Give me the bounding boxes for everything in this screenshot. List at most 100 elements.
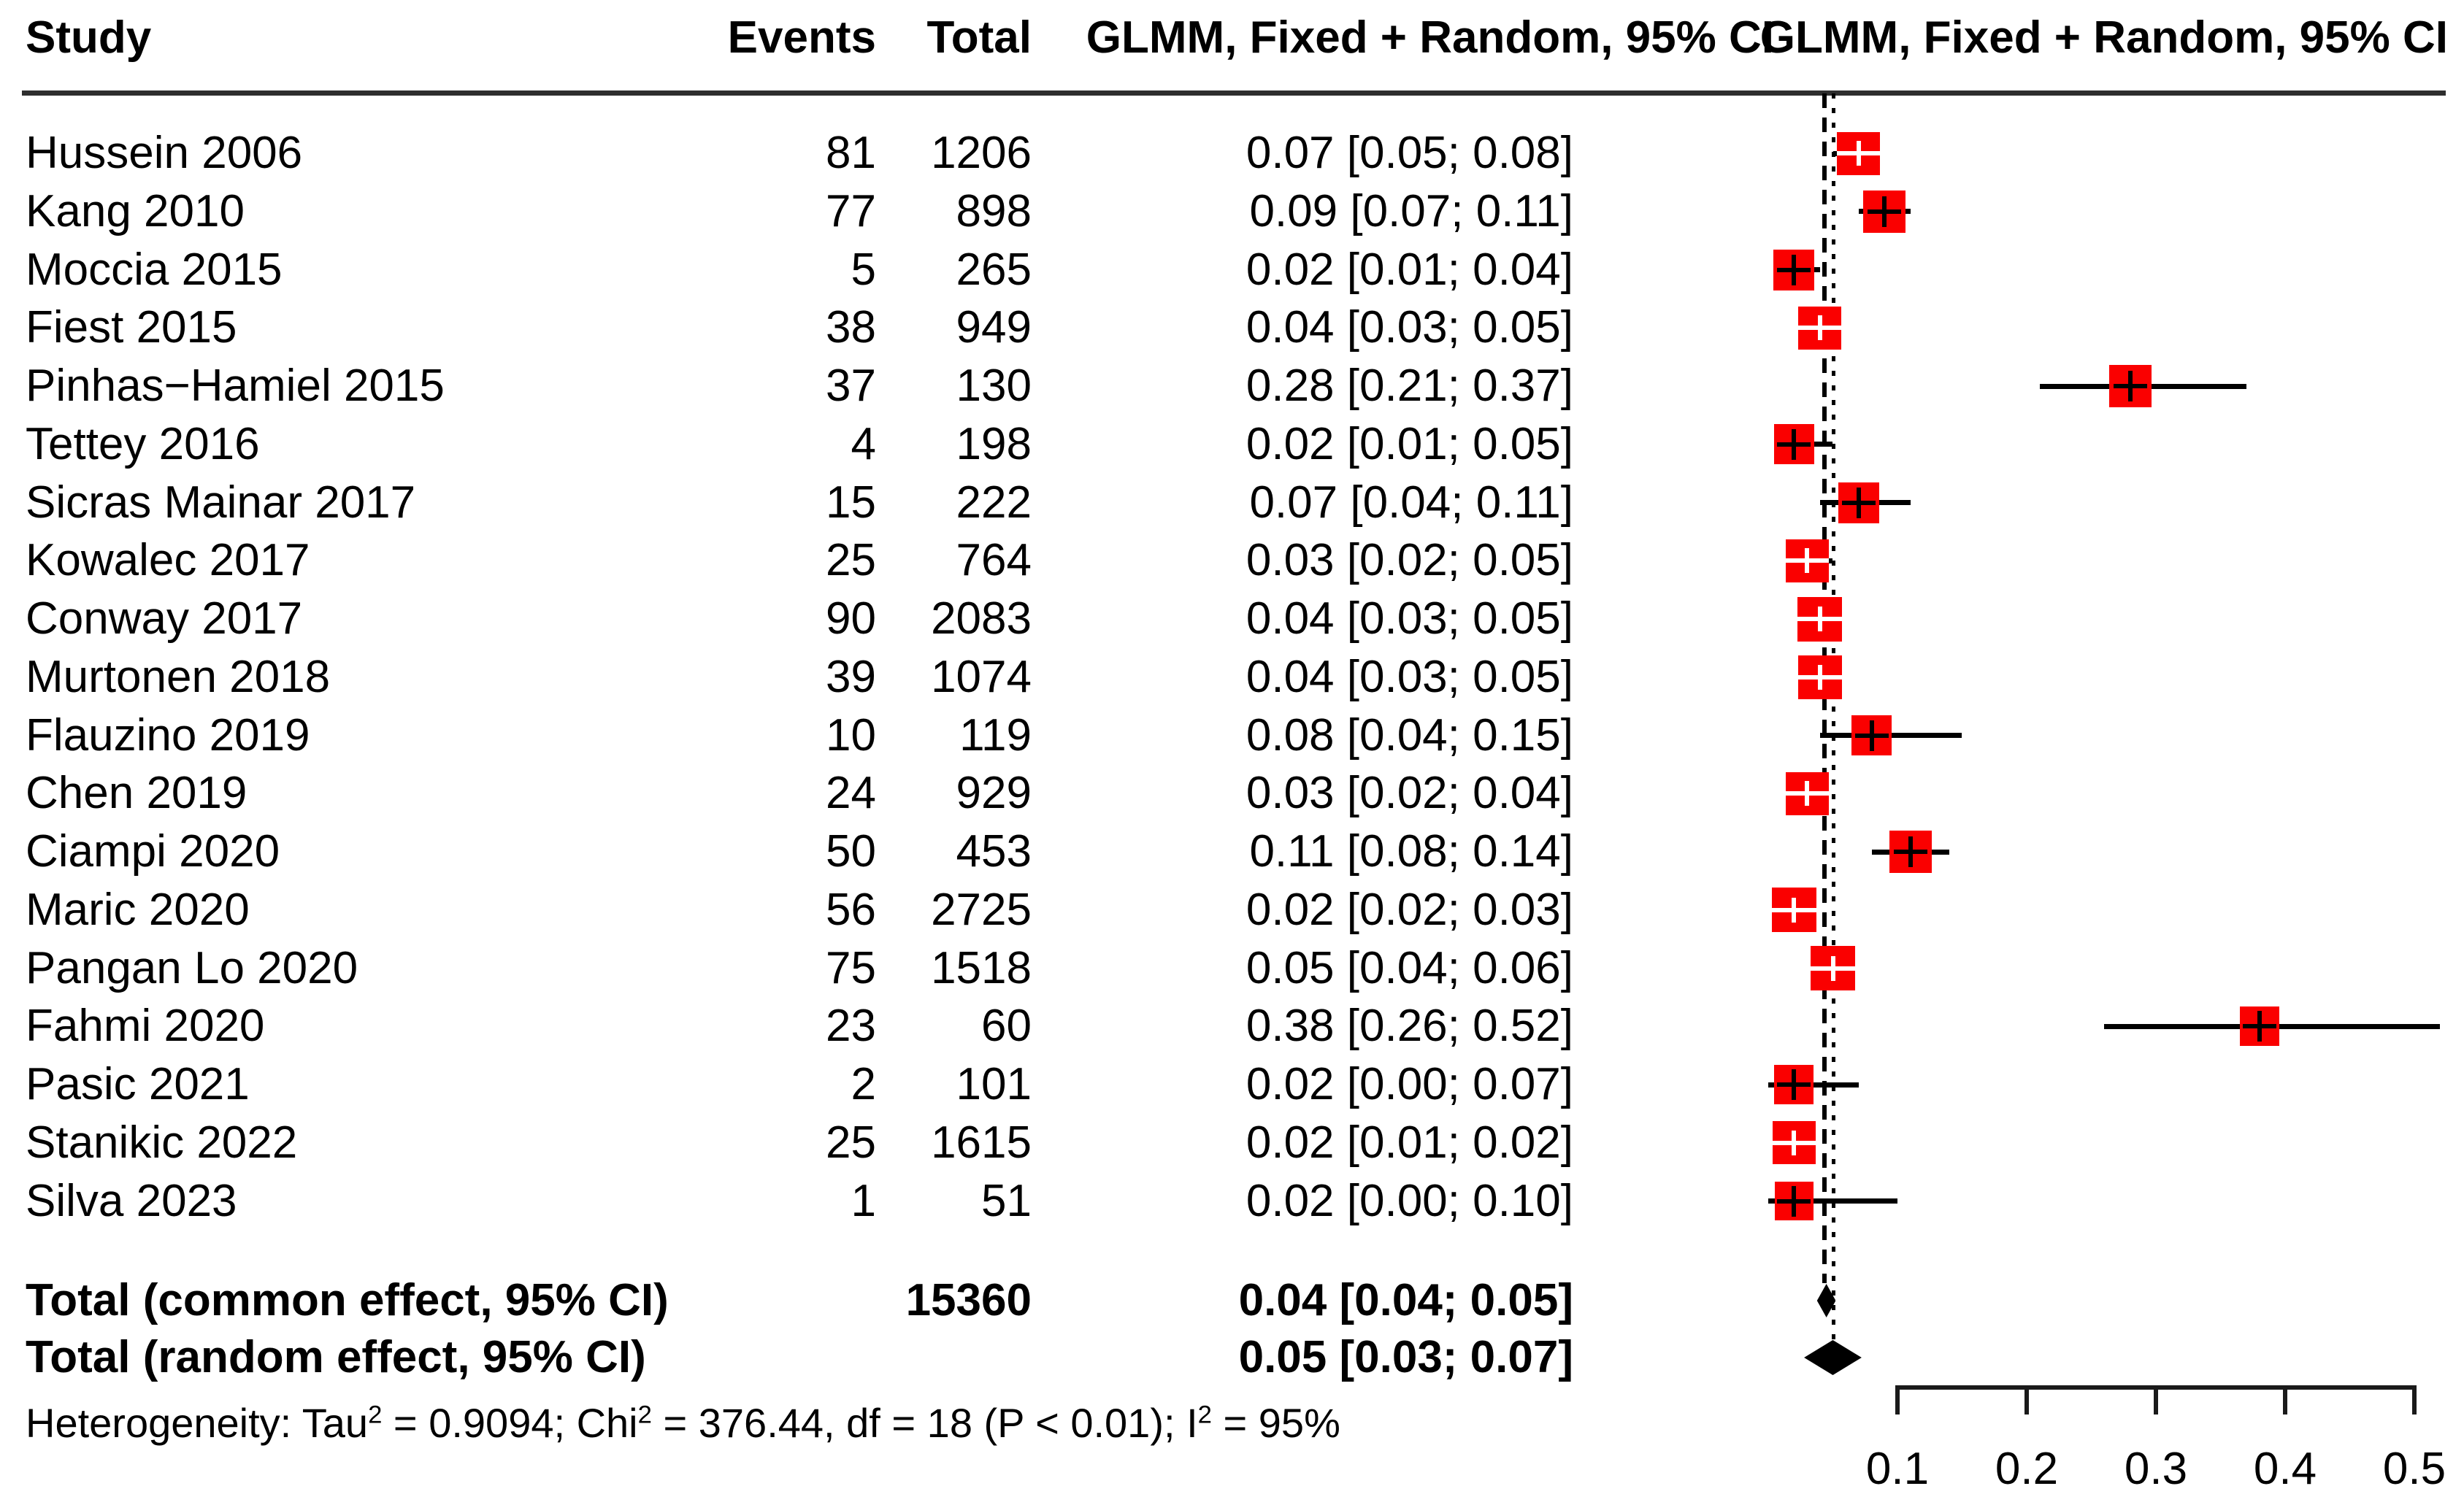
total-value: 119 [959, 709, 1032, 761]
effect-ci-value: 0.02 [0.00; 0.10] [1246, 1175, 1573, 1226]
effect-ci-value: 0.07 [0.05; 0.08] [1246, 128, 1573, 178]
events-value: 37 [826, 361, 876, 411]
events-value: 50 [826, 826, 876, 877]
events-value: 25 [826, 1117, 876, 1168]
total-row-label: Total (common effect, 95% CI) [26, 1275, 669, 1325]
events-value: 15 [826, 477, 876, 528]
header-rule [22, 91, 2446, 96]
x-axis-tick-label: 0.2 [1995, 1444, 2059, 1494]
study-label: Conway 2017 [26, 593, 303, 644]
study-label: Flauzino 2019 [26, 709, 310, 761]
x-axis-tick [2283, 1385, 2287, 1414]
plus-marker-v [2257, 1011, 2262, 1042]
plus-marker-v [1869, 720, 1874, 751]
effect-ci-value: 0.09 [0.07; 0.11] [1249, 185, 1573, 236]
events-value: 10 [826, 709, 876, 761]
effect-ci-value: 0.08 [0.04; 0.15] [1246, 709, 1573, 761]
total-value: 1074 [931, 651, 1032, 702]
plus-marker-v [1805, 548, 1810, 574]
events-value: 90 [826, 593, 876, 644]
effect-ci-value: 0.02 [0.00; 0.07] [1246, 1059, 1573, 1109]
x-axis-tick [1895, 1385, 1900, 1414]
events-value: 75 [826, 942, 876, 993]
effect-ci-value: 0.02 [0.01; 0.02] [1246, 1117, 1573, 1168]
study-label: Tettey 2016 [26, 418, 260, 469]
total-value: 198 [956, 418, 1032, 469]
events-value: 4 [851, 418, 876, 469]
study-label: Pasic 2021 [26, 1059, 250, 1109]
study-label: Murtonen 2018 [26, 651, 331, 702]
total-value: 2083 [931, 593, 1032, 644]
pooled-diamond-random [1804, 1340, 1862, 1375]
effect-ci-value: 0.05 [0.04; 0.06] [1246, 942, 1573, 993]
column-header-events: Events [727, 12, 876, 63]
events-value: 81 [826, 128, 876, 178]
ref-line-random-dotted [1832, 93, 1836, 1343]
events-value: 39 [826, 651, 876, 702]
effect-ci-value: 0.11 [0.08; 0.14] [1249, 826, 1573, 877]
total-value: 764 [956, 535, 1032, 586]
ci-line [1768, 1198, 1897, 1204]
study-label: Chen 2019 [26, 768, 247, 819]
events-value: 38 [826, 302, 876, 353]
column-header-total: Total [926, 12, 1032, 63]
column-header-study: Study [26, 12, 152, 63]
column-header-effect-ci-plot: GLMM, Fixed + Random, 95% CI [1759, 12, 2448, 63]
total-row-total: 15360 [905, 1275, 1032, 1325]
events-value: 5 [851, 244, 876, 295]
events-value: 2 [851, 1059, 876, 1109]
study-label: Silva 2023 [26, 1175, 237, 1226]
total-row-effect: 0.05 [0.03; 0.07] [1238, 1332, 1573, 1382]
effect-ci-value: 0.03 [0.02; 0.04] [1246, 768, 1573, 819]
study-label: Sicras Mainar 2017 [26, 477, 416, 528]
total-value: 898 [956, 185, 1032, 236]
effect-ci-value: 0.07 [0.04; 0.11] [1249, 477, 1573, 528]
total-value: 1615 [931, 1117, 1032, 1168]
study-label: Hussein 2006 [26, 128, 303, 178]
study-label: Ciampi 2020 [26, 826, 280, 877]
x-axis-tick-label: 0.3 [2124, 1444, 2188, 1494]
plus-marker-v [1856, 487, 1861, 518]
plus-marker-v [1792, 428, 1797, 460]
study-label: Stanikic 2022 [26, 1117, 298, 1168]
x-axis-tick [2412, 1385, 2417, 1414]
events-value: 56 [826, 884, 876, 935]
study-label: Fahmi 2020 [26, 1001, 265, 1052]
events-value: 23 [826, 1001, 876, 1052]
total-row-label: Total (random effect, 95% CI) [26, 1332, 646, 1382]
plus-marker-v [1792, 1069, 1797, 1100]
effect-ci-value: 0.02 [0.01; 0.04] [1246, 244, 1573, 295]
x-axis-tick-label: 0.5 [2382, 1444, 2446, 1494]
total-value: 929 [956, 768, 1032, 819]
total-value: 1518 [931, 942, 1032, 993]
effect-ci-value: 0.02 [0.02; 0.03] [1246, 884, 1573, 935]
study-label: Moccia 2015 [26, 244, 283, 295]
total-value: 2725 [931, 884, 1032, 935]
effect-ci-value: 0.04 [0.03; 0.05] [1246, 593, 1573, 644]
study-label: Pangan Lo 2020 [26, 942, 358, 993]
total-value: 51 [981, 1175, 1032, 1226]
total-value: 222 [956, 477, 1032, 528]
x-axis-tick-label: 0.1 [1865, 1444, 1930, 1494]
x-axis-tick-label: 0.4 [2253, 1444, 2317, 1494]
plus-marker-v [1792, 1130, 1797, 1155]
plus-marker-v [1792, 254, 1797, 285]
x-axis-tick [2024, 1385, 2029, 1414]
column-header-effect-ci-text: GLMM, Fixed + Random, 95% CI [1086, 12, 1774, 63]
events-value: 24 [826, 768, 876, 819]
plus-marker-v [1817, 607, 1822, 631]
effect-ci-value: 0.04 [0.03; 0.05] [1246, 651, 1573, 702]
plus-marker-v [1792, 897, 1797, 923]
x-axis-tick [2154, 1385, 2158, 1414]
plus-marker-v [2127, 371, 2133, 401]
events-value: 25 [826, 535, 876, 586]
total-value: 130 [956, 361, 1032, 411]
study-label: Pinhas−Hamiel 2015 [26, 361, 445, 411]
total-value: 1206 [931, 128, 1032, 178]
effect-ci-value: 0.28 [0.21; 0.37] [1246, 361, 1573, 411]
plus-marker-v [1817, 664, 1822, 690]
plus-marker-v [1792, 1185, 1797, 1217]
plus-marker-v [1882, 196, 1887, 227]
study-label: Maric 2020 [26, 884, 250, 935]
